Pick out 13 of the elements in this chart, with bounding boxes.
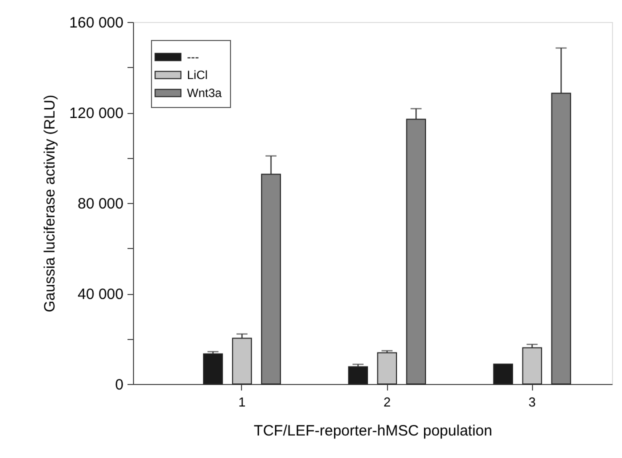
y-tick-label: 0 xyxy=(115,376,124,394)
y-tick-label: 80 000 xyxy=(78,196,124,212)
y-tick-label: 120 000 xyxy=(69,105,124,122)
x-tick-label: 2 xyxy=(383,394,391,410)
y-axis-title: Gaussia luciferase activity (RLU) xyxy=(41,94,58,312)
legend-label: LiCl xyxy=(187,68,208,82)
y-tick-label: 40 000 xyxy=(78,286,124,303)
y-tick-label: 160 000 xyxy=(69,14,124,32)
x-tick-label: 3 xyxy=(528,394,536,410)
legend-label: --- xyxy=(187,50,199,64)
x-tick-label: 1 xyxy=(238,394,246,410)
x-axis-title: TCF/LEF-reporter-hMSC population xyxy=(254,422,492,440)
legend-label: Wnt3a xyxy=(187,86,222,100)
